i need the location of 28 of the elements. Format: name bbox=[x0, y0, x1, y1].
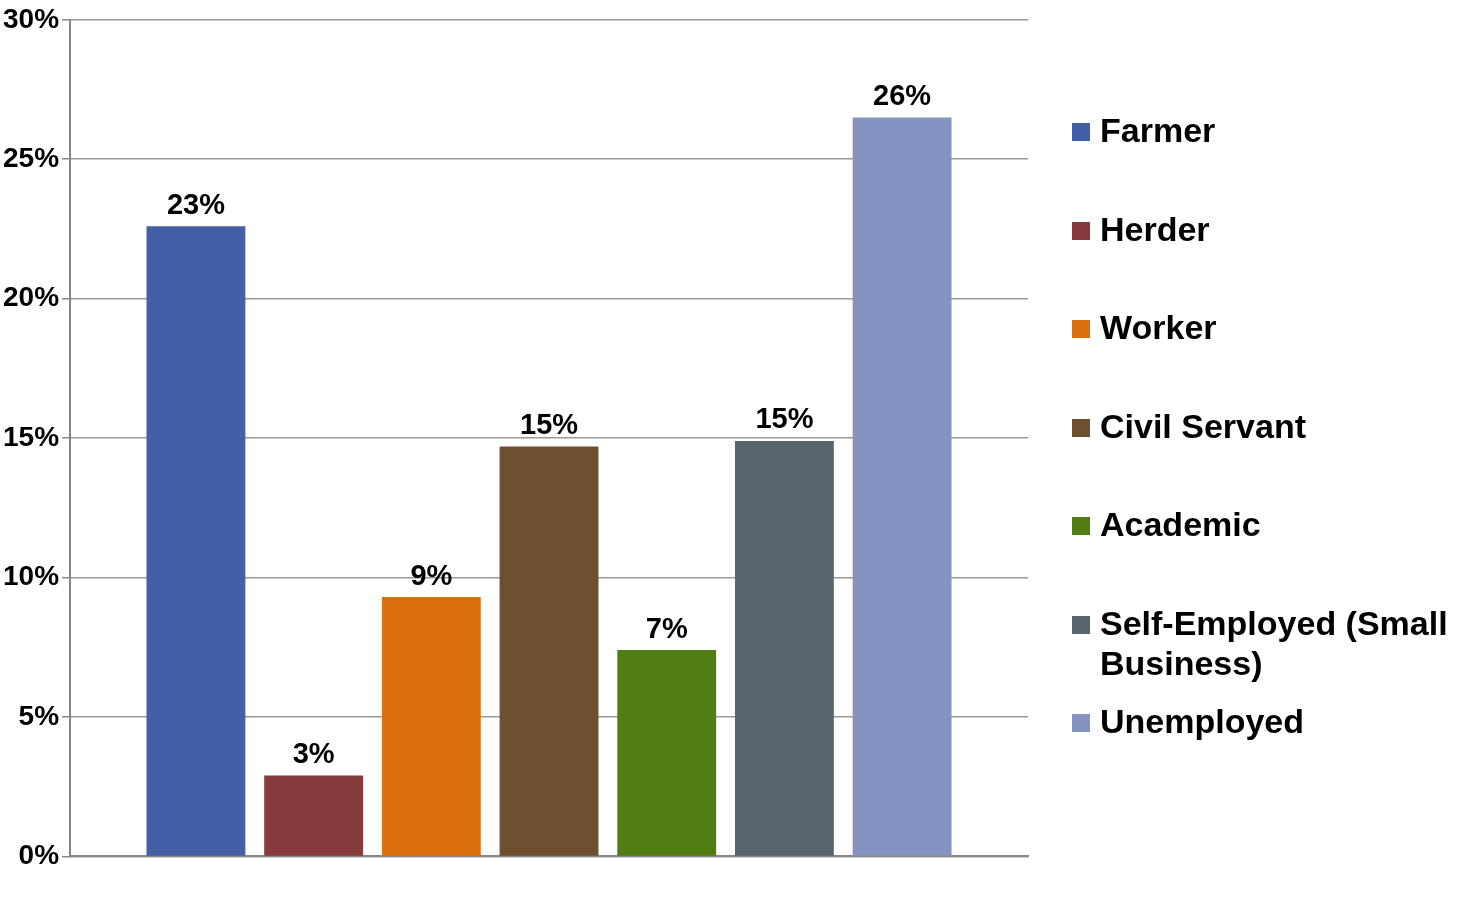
y-tick-label: 30% bbox=[2, 2, 60, 34]
data-label: 26% bbox=[873, 78, 932, 111]
legend-label: Academic bbox=[1100, 504, 1261, 544]
data-label: 3% bbox=[292, 737, 335, 770]
legend-label: Farmer bbox=[1100, 110, 1216, 150]
data-label: 15% bbox=[755, 402, 814, 435]
y-tick-label: 15% bbox=[2, 420, 60, 452]
y-tick-label: 25% bbox=[2, 141, 60, 173]
bar bbox=[617, 650, 717, 856]
bar bbox=[146, 226, 246, 856]
y-tick-label: 0% bbox=[18, 839, 60, 871]
data-label: 9% bbox=[410, 558, 453, 591]
y-tick-label: 5% bbox=[18, 699, 60, 731]
bar bbox=[499, 446, 599, 856]
data-label: 15% bbox=[520, 407, 579, 440]
legend-label: Self-Employed (Small Business) bbox=[1100, 602, 1449, 683]
bar bbox=[381, 597, 481, 856]
y-tick-label: 10% bbox=[2, 560, 60, 592]
legend-label: Civil Servant bbox=[1100, 405, 1306, 446]
legend-label: Herder bbox=[1100, 208, 1210, 249]
bar bbox=[264, 775, 364, 856]
bar bbox=[852, 117, 952, 856]
bar bbox=[734, 440, 834, 856]
data-label: 23% bbox=[166, 187, 226, 220]
data-label: 7% bbox=[645, 611, 688, 644]
legend-label: Worker bbox=[1100, 307, 1217, 347]
y-tick-label: 20% bbox=[2, 281, 60, 313]
legend-label: Unemployed bbox=[1100, 701, 1305, 741]
